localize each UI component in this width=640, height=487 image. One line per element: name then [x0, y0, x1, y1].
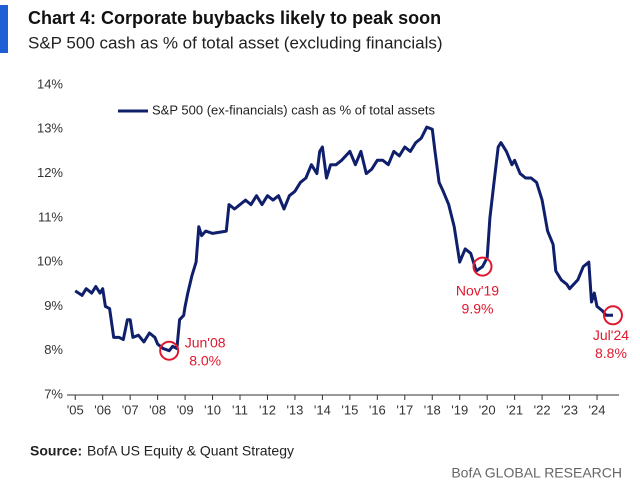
annotation-circle — [602, 305, 623, 326]
y-tick-label: 8% — [44, 342, 63, 357]
annotation-circle — [472, 256, 493, 277]
annotation-value: 9.9% — [462, 300, 494, 316]
x-tick-label: '08 — [149, 402, 166, 417]
y-tick-label: 14% — [37, 76, 63, 91]
x-tick-label: '10 — [204, 402, 221, 417]
chart-subtitle: S&P 500 cash as % of total asset (exclud… — [28, 33, 443, 52]
x-tick-label: '21 — [506, 402, 523, 417]
annotation-label: Nov'19 — [456, 282, 499, 298]
source: BofA US Equity & Quant Strategy — [87, 443, 294, 459]
y-tick-label: 7% — [44, 386, 63, 401]
y-tick-label: 12% — [37, 165, 63, 180]
source-label: Source: — [30, 443, 82, 459]
x-tick-label: '18 — [424, 402, 441, 417]
annotation-value: 8.0% — [189, 352, 221, 368]
annotation-circle — [159, 340, 180, 361]
chart-title: Chart 4: Corporate buybacks likely to pe… — [28, 8, 441, 28]
x-tick-label: '05 — [67, 402, 84, 417]
x-tick-label: '14 — [314, 402, 331, 417]
x-tick-label: '07 — [122, 402, 139, 417]
x-tick-label: '11 — [232, 402, 248, 417]
annotation-label: Jun'08 — [185, 334, 226, 350]
x-tick-label: '13 — [286, 402, 303, 417]
x-tick-label: '24 — [589, 402, 606, 417]
y-tick-label: 11% — [38, 209, 63, 224]
title-accent — [0, 5, 8, 53]
footer: BofA GLOBAL RESEARCH — [451, 465, 622, 481]
annotation-label: Jul'24 — [593, 327, 629, 343]
y-tick-label: 10% — [37, 254, 63, 269]
x-tick-label: '16 — [369, 402, 386, 417]
x-tick-label: '12 — [259, 402, 276, 417]
x-tick-label: '19 — [451, 402, 468, 417]
data-line — [74, 125, 613, 353]
legend-label: S&P 500 (ex-financials) cash as % of tot… — [152, 102, 436, 117]
x-tick-label: '06 — [94, 402, 111, 417]
x-tick-label: '23 — [561, 402, 578, 417]
x-tick-label: '20 — [479, 402, 496, 417]
y-tick-label: 13% — [37, 121, 63, 136]
x-tick-label: '09 — [177, 402, 194, 417]
x-tick-label: '17 — [396, 402, 413, 417]
annotation-value: 8.8% — [595, 345, 627, 361]
x-tick-label: '15 — [341, 402, 358, 417]
y-tick-label: 9% — [44, 298, 63, 313]
x-tick-label: '22 — [534, 402, 551, 417]
